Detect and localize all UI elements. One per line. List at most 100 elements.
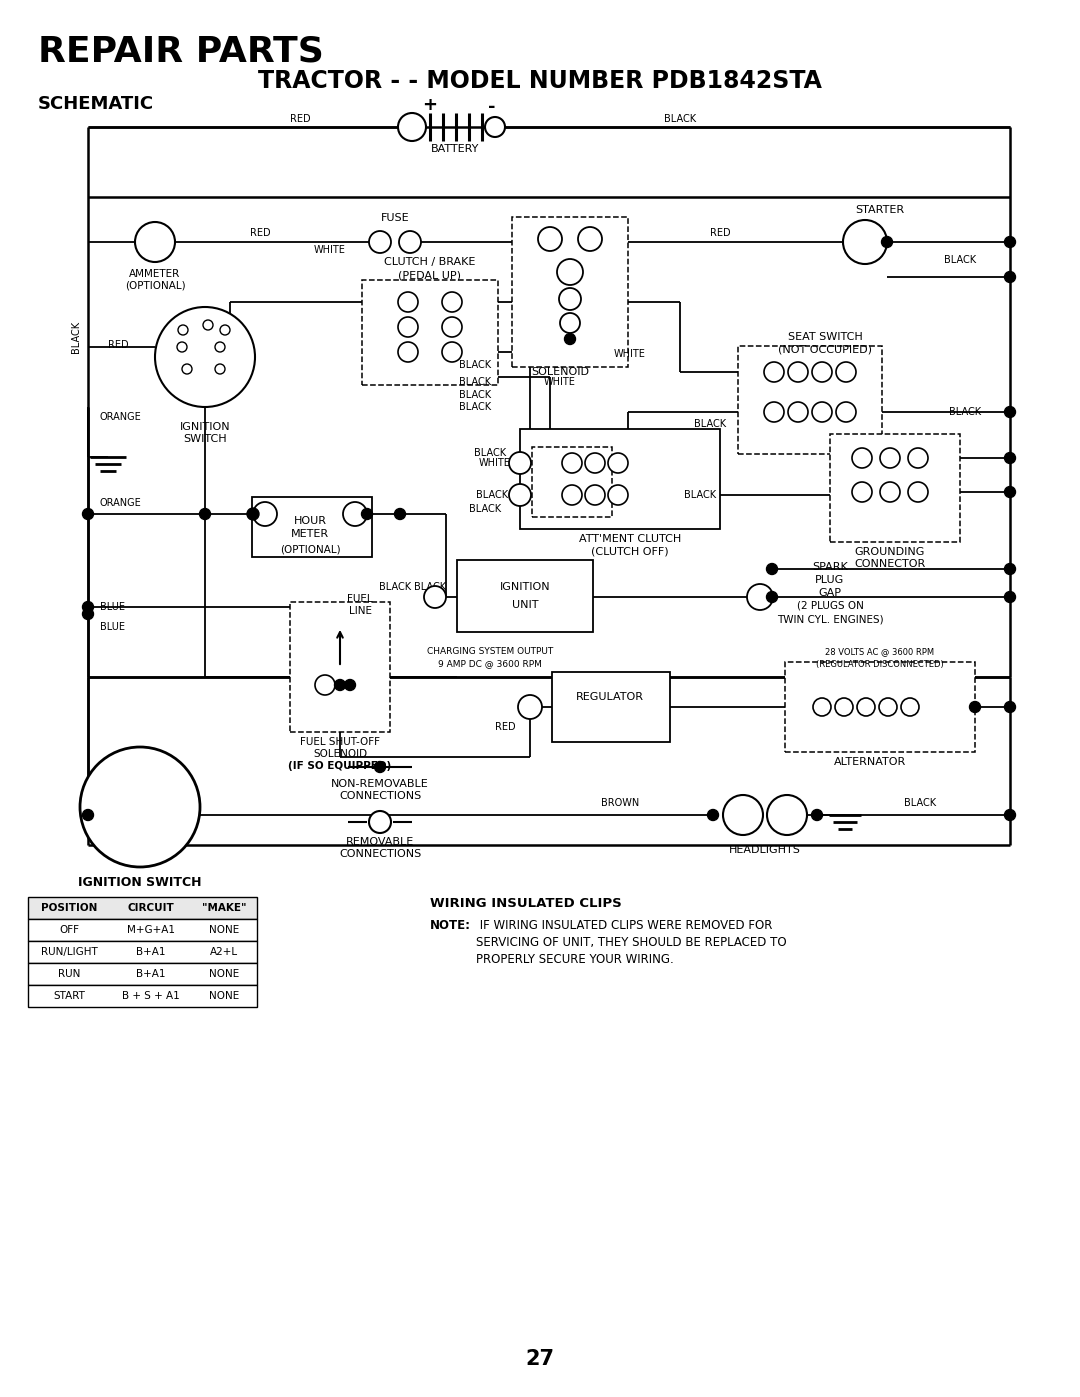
Text: (CLUTCH OFF): (CLUTCH OFF): [591, 548, 669, 557]
Text: BLACK: BLACK: [664, 115, 697, 124]
Circle shape: [135, 222, 175, 263]
Text: NON-REMOVABLE: NON-REMOVABLE: [332, 780, 429, 789]
Circle shape: [707, 809, 718, 820]
Text: M: M: [859, 235, 870, 249]
Text: UNIT: UNIT: [512, 599, 538, 610]
Text: RED: RED: [108, 339, 129, 351]
Circle shape: [880, 448, 900, 468]
Text: ORANGE: ORANGE: [100, 412, 141, 422]
Circle shape: [203, 320, 213, 330]
Circle shape: [399, 231, 421, 253]
Text: BLUE: BLUE: [100, 622, 125, 631]
Text: A₂: A₂: [162, 813, 174, 826]
Text: WHITE: WHITE: [480, 458, 511, 468]
Text: IF WIRING INSULATED CLIPS WERE REMOVED FOR
SERVICING OF UNIT, THEY SHOULD BE REP: IF WIRING INSULATED CLIPS WERE REMOVED F…: [476, 919, 786, 965]
Text: SPARK: SPARK: [812, 562, 848, 571]
Text: M: M: [222, 326, 232, 335]
Text: GAP: GAP: [819, 588, 841, 598]
Text: NONE: NONE: [208, 970, 239, 979]
Circle shape: [394, 509, 405, 520]
Text: CHARGING SYSTEM OUTPUT: CHARGING SYSTEM OUTPUT: [427, 647, 553, 657]
Circle shape: [764, 402, 784, 422]
Bar: [738, 346, 882, 454]
Text: BLACK: BLACK: [459, 402, 491, 412]
Text: START: START: [53, 990, 85, 1002]
Circle shape: [559, 288, 581, 310]
Bar: [519, 429, 720, 529]
Text: A2: A2: [216, 365, 230, 374]
Circle shape: [1004, 591, 1015, 602]
Text: HOUR: HOUR: [294, 515, 326, 527]
Text: PLUG: PLUG: [815, 576, 845, 585]
Text: BLACK: BLACK: [71, 321, 81, 353]
Circle shape: [518, 694, 542, 719]
Text: B: B: [138, 837, 147, 851]
Text: G: G: [116, 773, 125, 785]
Bar: [28, 963, 257, 985]
Circle shape: [509, 453, 531, 474]
Text: B+A1: B+A1: [136, 970, 165, 979]
Text: NONE: NONE: [208, 925, 239, 935]
Text: M+G+A1: M+G+A1: [127, 925, 175, 935]
Text: BLACK: BLACK: [414, 583, 446, 592]
Circle shape: [424, 585, 446, 608]
Text: (PEDAL UP): (PEDAL UP): [399, 270, 461, 279]
Text: BLACK: BLACK: [944, 256, 976, 265]
Text: "MAKE": "MAKE": [202, 902, 246, 914]
Circle shape: [399, 113, 426, 141]
Circle shape: [879, 698, 897, 717]
Text: CONNECTIONS: CONNECTIONS: [339, 849, 421, 859]
Text: (OPTIONAL): (OPTIONAL): [124, 281, 186, 291]
Circle shape: [1004, 407, 1015, 418]
Text: TWIN CYL. ENGINES): TWIN CYL. ENGINES): [777, 615, 883, 624]
Text: A₁: A₁: [162, 788, 175, 802]
Text: BLACK: BLACK: [474, 448, 507, 458]
Circle shape: [723, 795, 762, 835]
Circle shape: [561, 313, 580, 332]
Circle shape: [215, 365, 225, 374]
Circle shape: [908, 448, 928, 468]
Text: BATTERY: BATTERY: [431, 144, 480, 154]
Text: B: B: [186, 326, 193, 335]
Circle shape: [369, 231, 391, 253]
Circle shape: [215, 342, 225, 352]
Circle shape: [345, 679, 355, 690]
Circle shape: [82, 509, 94, 520]
Text: RED: RED: [495, 722, 515, 732]
Text: (OPTIONAL): (OPTIONAL): [280, 543, 340, 555]
Circle shape: [901, 698, 919, 717]
Circle shape: [315, 675, 335, 694]
Circle shape: [177, 342, 187, 352]
Text: (NOT OCCUPIED): (NOT OCCUPIED): [778, 344, 872, 353]
Bar: [28, 919, 257, 942]
Text: RED: RED: [249, 228, 270, 237]
Text: BLACK: BLACK: [949, 407, 981, 416]
Circle shape: [881, 236, 892, 247]
Circle shape: [399, 342, 418, 362]
Circle shape: [1004, 271, 1015, 282]
Bar: [785, 662, 975, 752]
Circle shape: [764, 362, 784, 381]
Bar: [831, 434, 960, 542]
Circle shape: [835, 698, 853, 717]
Bar: [28, 942, 257, 963]
Text: FUEL SHUT-OFF: FUEL SHUT-OFF: [300, 738, 380, 747]
Text: BLACK: BLACK: [459, 360, 491, 370]
Text: IGNITION: IGNITION: [500, 583, 551, 592]
Text: REMOVABLE: REMOVABLE: [346, 837, 414, 847]
Circle shape: [813, 698, 831, 717]
Text: SOLENOID: SOLENOID: [531, 367, 589, 377]
Circle shape: [1004, 563, 1015, 574]
Circle shape: [908, 482, 928, 502]
Text: RED: RED: [289, 115, 310, 124]
Circle shape: [509, 483, 531, 506]
Bar: [532, 447, 612, 517]
Bar: [177, 319, 233, 395]
Text: A1: A1: [216, 342, 230, 352]
Bar: [512, 217, 627, 367]
Circle shape: [442, 317, 462, 337]
Circle shape: [399, 292, 418, 312]
Text: BLACK: BLACK: [904, 798, 936, 807]
Circle shape: [1004, 236, 1015, 247]
Text: S: S: [108, 798, 116, 810]
